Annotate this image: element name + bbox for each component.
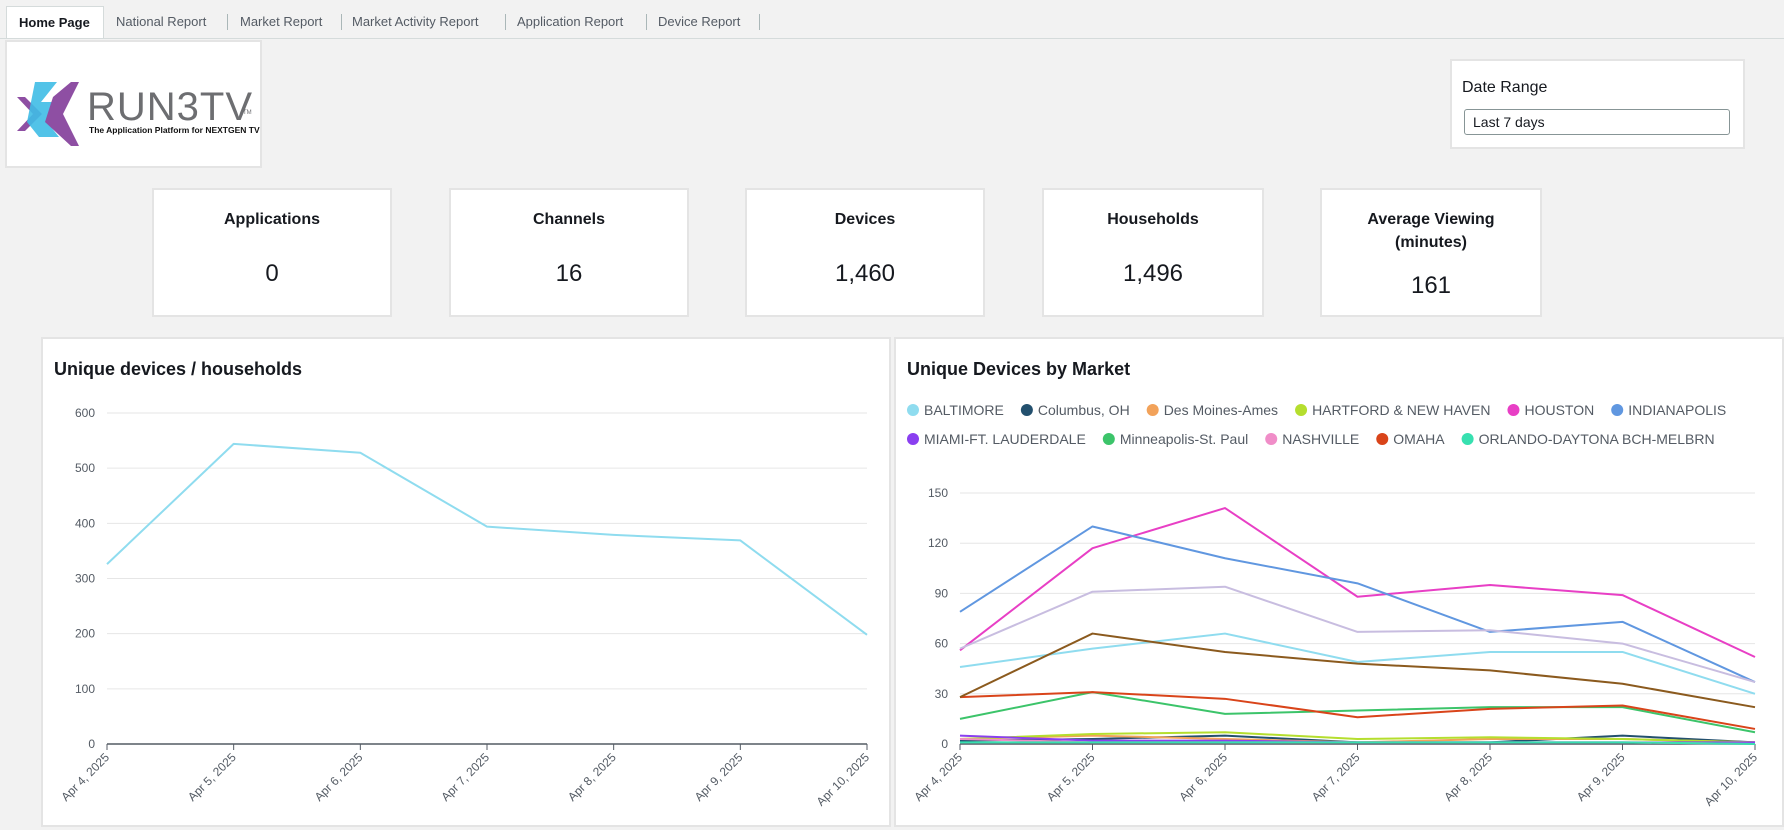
y-tick-label: 600 — [75, 406, 95, 420]
kpi-card: Devices 1,460 — [745, 188, 985, 317]
kpi-value: 0 — [154, 260, 390, 288]
legend-label: Minneapolis-St. Paul — [1120, 431, 1248, 447]
legend-marker — [1147, 404, 1159, 416]
line-series — [107, 444, 867, 635]
kpi-title: Devices — [757, 208, 973, 231]
legend-marker — [1507, 404, 1519, 416]
tab[interactable]: Home Page — [6, 6, 104, 38]
legend-label: INDIANAPOLIS — [1628, 402, 1726, 418]
legend-marker — [1295, 404, 1307, 416]
legend-label: OMAHA — [1393, 431, 1445, 447]
y-tick-label: 100 — [75, 682, 95, 696]
x-tick-label: Apr 4, 2025 — [911, 750, 965, 804]
logo-box: RUN3TV TM The Application Platform for N… — [5, 40, 262, 168]
logo: RUN3TV TM The Application Platform for N… — [7, 42, 260, 166]
tab[interactable]: National Report — [104, 6, 228, 38]
x-tick-label: Apr 10, 2025 — [1702, 750, 1761, 809]
chart: Unique devices / households 0 100 200 300 400… — [43, 339, 889, 825]
chart-title: Unique devices / households — [54, 359, 302, 379]
kpi-card: Average Viewing (minutes) 161 — [1320, 188, 1542, 317]
legend-marker — [1103, 433, 1115, 445]
tab[interactable]: Application Report — [505, 6, 647, 38]
x-tick-label: Apr 8, 2025 — [1441, 750, 1495, 804]
legend-label: Columbus, OH — [1038, 402, 1130, 418]
chart-title: Unique Devices by Market — [907, 359, 1130, 379]
kpi-card: Channels 16 — [449, 188, 689, 317]
legend-label: Des Moines-Ames — [1164, 402, 1278, 418]
legend-label: HARTFORD & NEW HAVEN — [1312, 402, 1490, 418]
tab[interactable]: Market Report — [228, 6, 342, 38]
line-series — [960, 634, 1755, 708]
x-tick-label: Apr 6, 2025 — [1176, 750, 1230, 804]
y-tick-label: 60 — [935, 637, 949, 651]
y-tick-label: 200 — [75, 627, 95, 641]
x-tick-label: Apr 9, 2025 — [1574, 750, 1628, 804]
kpi-value: 1,460 — [747, 260, 983, 288]
kpi-title: Applications — [164, 208, 380, 231]
x-tick-label: Apr 4, 2025 — [58, 750, 112, 804]
date-range-label: Date Range — [1462, 79, 1547, 97]
tab[interactable]: Market Activity Report — [340, 6, 506, 38]
y-tick-label: 0 — [941, 737, 948, 751]
chart-panel: Unique Devices by Market BALTIMORE Columbu… — [894, 337, 1784, 827]
y-tick-label: 150 — [928, 486, 948, 500]
kpi-card: Applications 0 — [152, 188, 392, 317]
y-tick-label: 500 — [75, 461, 95, 475]
x-tick-label: Apr 6, 2025 — [312, 750, 366, 804]
tab-bar: Home Page National Report Market Report … — [0, 0, 1784, 39]
legend-marker — [1021, 404, 1033, 416]
x-tick-label: Apr 5, 2025 — [1044, 750, 1098, 804]
legend-label: MIAMI-FT. LAUDERDALE — [924, 431, 1086, 447]
legend-marker — [1611, 404, 1623, 416]
logo-tagline: The Application Platform for NEXTGEN TV — [89, 125, 260, 135]
legend-marker — [907, 404, 919, 416]
y-tick-label: 300 — [75, 572, 95, 586]
legend-label: HOUSTON — [1524, 402, 1594, 418]
y-tick-label: 400 — [75, 516, 95, 530]
kpi-card: Households 1,496 — [1042, 188, 1264, 317]
logo-trademark: TM — [243, 110, 252, 116]
legend-label: ORLANDO-DAYTONA BCH-MELBRN — [1479, 431, 1715, 447]
kpi-title: Households — [1054, 208, 1252, 231]
y-tick-label: 120 — [928, 536, 948, 550]
chart-panel: Unique devices / households 0 100 200 300 400… — [41, 337, 891, 827]
x-tick-label: Apr 5, 2025 — [185, 750, 239, 804]
x-tick-label: Apr 10, 2025 — [814, 750, 873, 809]
legend-marker — [1462, 433, 1474, 445]
y-tick-label: 90 — [935, 586, 949, 600]
chart: Unique Devices by Market BALTIMORE Columbu… — [896, 339, 1782, 825]
y-tick-label: 30 — [935, 687, 949, 701]
kpi-title: Channels — [461, 208, 677, 231]
kpi-value: 16 — [451, 260, 687, 288]
kpi-value: 1,496 — [1044, 260, 1262, 288]
legend-label: NASHVILLE — [1282, 431, 1359, 447]
x-tick-label: Apr 9, 2025 — [692, 750, 746, 804]
tab[interactable]: Device Report — [646, 6, 760, 38]
legend-label: BALTIMORE — [924, 402, 1004, 418]
y-tick-label: 0 — [88, 737, 95, 751]
x-tick-label: Apr 7, 2025 — [1309, 750, 1363, 804]
kpi-title: Average Viewing (minutes) — [1332, 208, 1530, 254]
x-tick-label: Apr 7, 2025 — [438, 750, 492, 804]
date-range-control: Date Range Last 7 days — [1450, 59, 1745, 149]
x-tick-label: Apr 8, 2025 — [565, 750, 619, 804]
kpi-value: 161 — [1322, 272, 1540, 300]
date-range-select[interactable]: Last 7 days — [1464, 109, 1730, 135]
line-series — [960, 692, 1755, 732]
line-series — [960, 526, 1755, 682]
legend-marker — [1265, 433, 1277, 445]
legend-marker — [907, 433, 919, 445]
legend-marker — [1376, 433, 1388, 445]
logo-wordmark: RUN3TV — [87, 85, 253, 129]
